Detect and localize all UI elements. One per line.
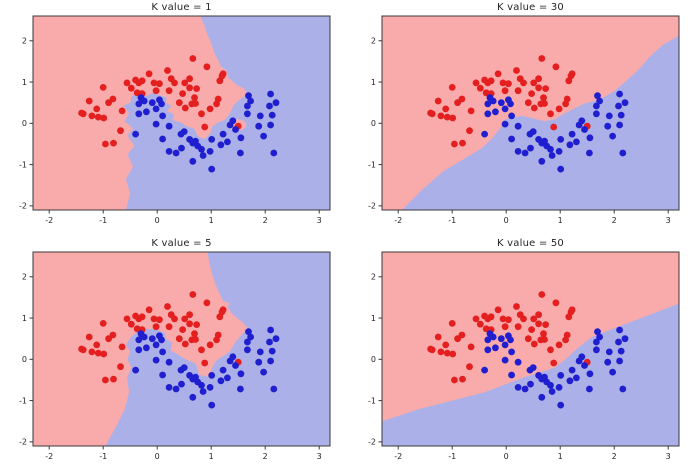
subplot-k30: K value = 30 -2 -1 0 1 2 3 -2 -1 0 1 2 (349, 0, 698, 236)
svg-text:2: 2 (263, 216, 268, 225)
svg-text:1: 1 (209, 452, 214, 461)
svg-text:-1: -1 (368, 160, 376, 169)
svg-text:-2: -2 (45, 452, 53, 461)
plot-title-k50: K value = 50 (497, 238, 564, 249)
subplot-k50: K value = 50 -2 -1 0 1 2 3 -2 -1 0 1 2 (349, 236, 698, 473)
svg-text:-1: -1 (19, 396, 27, 405)
plot-title-k1: K value = 1 (151, 2, 212, 13)
svg-text:-2: -2 (19, 202, 27, 211)
plot-title-k30: K value = 30 (497, 2, 564, 13)
svg-text:1: 1 (22, 78, 27, 87)
plot-canvas-k30: -2 -1 0 1 2 3 -2 -1 0 1 2 (368, 15, 680, 225)
plot-canvas-k5: -2 -1 0 1 2 3 -2 -1 0 1 2 (19, 251, 331, 461)
svg-text:2: 2 (612, 452, 617, 461)
svg-text:3: 3 (317, 452, 322, 461)
svg-text:1: 1 (22, 314, 27, 323)
svg-text:-2: -2 (394, 452, 402, 461)
svg-text:2: 2 (371, 37, 376, 46)
svg-text:0: 0 (504, 216, 509, 225)
svg-text:1: 1 (558, 216, 563, 225)
svg-text:1: 1 (371, 78, 376, 87)
svg-text:3: 3 (317, 216, 322, 225)
svg-text:-2: -2 (45, 216, 53, 225)
svg-text:0: 0 (22, 119, 27, 128)
svg-text:2: 2 (371, 273, 376, 282)
svg-text:-1: -1 (448, 216, 456, 225)
svg-text:2: 2 (263, 452, 268, 461)
svg-text:0: 0 (504, 452, 509, 461)
svg-text:0: 0 (22, 355, 27, 364)
plot-canvas-k50: -2 -1 0 1 2 3 -2 -1 0 1 2 (368, 251, 680, 461)
svg-text:-1: -1 (19, 160, 27, 169)
svg-text:0: 0 (371, 119, 376, 128)
svg-text:-1: -1 (99, 452, 107, 461)
svg-text:-1: -1 (368, 396, 376, 405)
svg-text:0: 0 (371, 355, 376, 364)
subplot-k5: K value = 5 -2 -1 0 1 2 3 -2 -1 0 1 2 (0, 236, 349, 473)
plot-title-k5: K value = 5 (151, 238, 212, 249)
svg-text:-2: -2 (394, 216, 402, 225)
plot-canvas-k1: -2 -1 0 1 2 3 -2 -1 0 1 2 (19, 15, 331, 225)
subplot-k1: K value = 1 -2 -1 0 1 2 3 -2 -1 0 1 2 (0, 0, 349, 236)
svg-text:2: 2 (22, 37, 27, 46)
svg-text:1: 1 (371, 314, 376, 323)
svg-text:2: 2 (22, 273, 27, 282)
svg-text:2: 2 (612, 216, 617, 225)
svg-text:-1: -1 (99, 216, 107, 225)
svg-text:0: 0 (155, 216, 160, 225)
svg-text:-1: -1 (448, 452, 456, 461)
svg-text:3: 3 (666, 216, 671, 225)
svg-text:1: 1 (209, 216, 214, 225)
svg-text:-2: -2 (19, 438, 27, 447)
svg-text:1: 1 (558, 452, 563, 461)
svg-text:0: 0 (155, 452, 160, 461)
svg-text:-2: -2 (368, 202, 376, 211)
svg-text:3: 3 (666, 452, 671, 461)
svg-text:-2: -2 (368, 438, 376, 447)
